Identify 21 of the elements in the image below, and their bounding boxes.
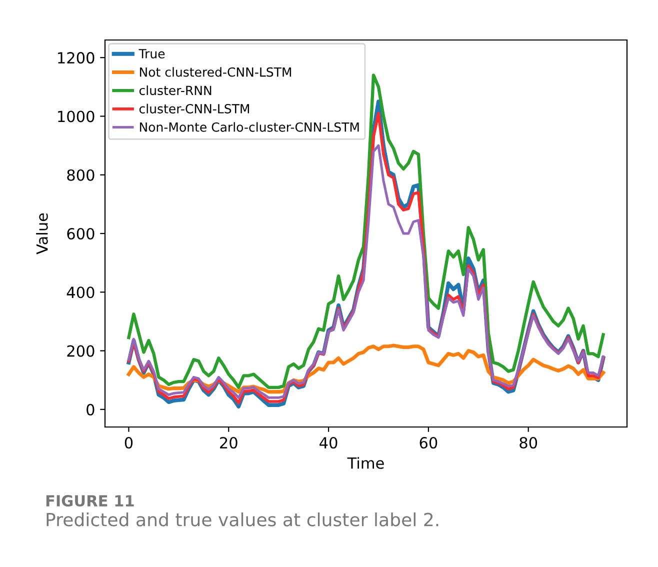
- x-tick-label: 60: [420, 436, 438, 449]
- legend-label: Non-Monte Carlo-cluster-CNN-LSTM: [140, 122, 359, 132]
- x-tick-label: 0: [124, 436, 133, 449]
- caption: FIGURE 11: [46, 494, 134, 507]
- legend-label: True: [138, 49, 165, 58]
- y-tick-label: 1000: [58, 110, 94, 122]
- legend-label: Not clustered-CNN-LSTM: [140, 67, 292, 77]
- legend-label: cluster-CNN-LSTM: [139, 104, 250, 114]
- legend-label: cluster-RNN: [139, 85, 212, 96]
- y-axis-title: Value: [36, 213, 48, 254]
- x-tick-label: 80: [520, 436, 538, 449]
- y-tick-label: 0: [86, 404, 94, 416]
- x-tick-label: 40: [320, 436, 338, 449]
- y-tick-label: 600: [67, 228, 94, 240]
- x-axis-title: Time: [347, 457, 384, 469]
- y-tick-label: 400: [66, 286, 94, 298]
- y-tick-label: 1200: [58, 52, 94, 64]
- y-tick-label: 200: [67, 345, 94, 357]
- y-tick-label: 800: [67, 169, 94, 181]
- text: Predicted and true values at cluster label 2.: [46, 512, 438, 526]
- x-tick-label: 20: [220, 436, 238, 449]
